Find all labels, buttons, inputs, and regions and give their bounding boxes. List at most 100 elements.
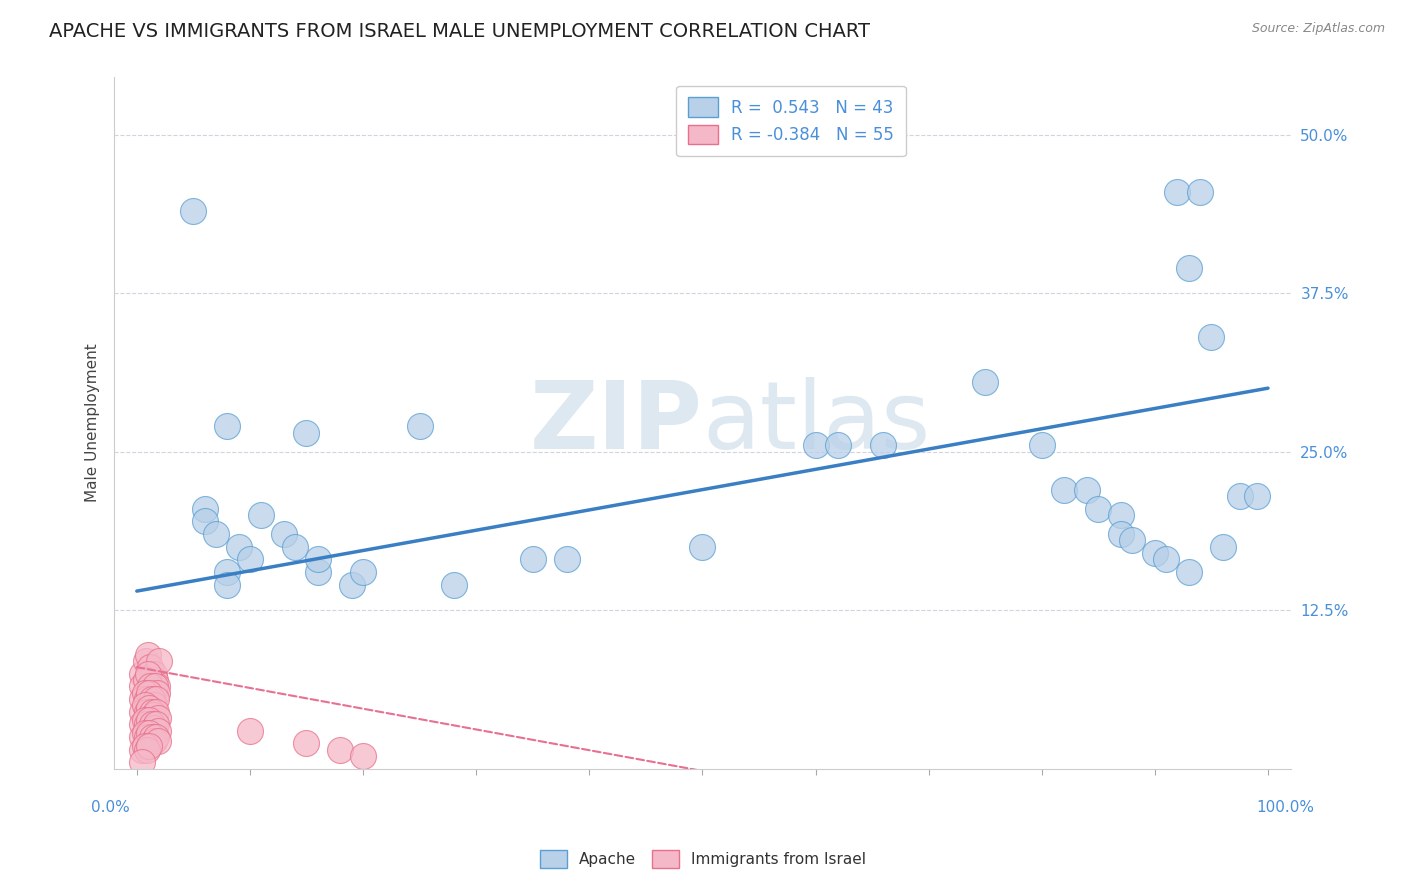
Point xyxy=(352,565,374,579)
Point xyxy=(217,419,239,434)
Point xyxy=(307,552,329,566)
Point xyxy=(352,748,374,763)
Point xyxy=(143,673,166,687)
Point xyxy=(135,654,157,668)
Point xyxy=(139,679,162,693)
Point xyxy=(145,717,167,731)
Point xyxy=(408,419,430,434)
Point xyxy=(141,692,163,706)
Point xyxy=(136,730,159,744)
Point xyxy=(138,700,160,714)
Point xyxy=(141,705,163,719)
Point xyxy=(307,565,329,579)
Text: Source: ZipAtlas.com: Source: ZipAtlas.com xyxy=(1251,22,1385,36)
Point xyxy=(131,756,153,770)
Legend: R =  0.543   N = 43, R = -0.384   N = 55: R = 0.543 N = 43, R = -0.384 N = 55 xyxy=(676,86,905,156)
Point xyxy=(131,742,153,756)
Text: atlas: atlas xyxy=(703,377,931,469)
Point xyxy=(131,730,153,744)
Point xyxy=(1166,185,1188,199)
Point xyxy=(239,552,262,566)
Point xyxy=(136,742,159,756)
Point xyxy=(217,565,239,579)
Point xyxy=(217,578,239,592)
Point xyxy=(1189,185,1212,199)
Point xyxy=(295,736,318,750)
Point xyxy=(692,540,714,554)
Point xyxy=(131,717,153,731)
Point xyxy=(145,705,167,719)
Point xyxy=(136,717,159,731)
Point xyxy=(142,721,165,735)
Point xyxy=(239,723,262,738)
Point xyxy=(1178,565,1201,579)
Point xyxy=(139,660,162,674)
Text: ZIP: ZIP xyxy=(530,377,703,469)
Point xyxy=(136,648,159,662)
Point xyxy=(148,654,170,668)
Point xyxy=(974,375,997,389)
Point xyxy=(138,714,160,728)
Point xyxy=(131,666,153,681)
Point xyxy=(138,739,160,753)
Point xyxy=(194,501,217,516)
Point xyxy=(142,733,165,747)
Point xyxy=(1076,483,1098,497)
Point xyxy=(131,692,153,706)
Point xyxy=(134,714,156,728)
Point xyxy=(148,711,170,725)
Point xyxy=(136,692,159,706)
Text: APACHE VS IMMIGRANTS FROM ISRAEL MALE UNEMPLOYMENT CORRELATION CHART: APACHE VS IMMIGRANTS FROM ISRAEL MALE UN… xyxy=(49,22,870,41)
Point xyxy=(146,679,169,693)
Legend: Apache, Immigrants from Israel: Apache, Immigrants from Israel xyxy=(531,843,875,875)
Point xyxy=(1201,330,1223,344)
Point xyxy=(1109,508,1132,522)
Point xyxy=(145,730,167,744)
Point xyxy=(136,705,159,719)
Point xyxy=(340,578,363,592)
Point xyxy=(1053,483,1076,497)
Point xyxy=(134,698,156,713)
Point xyxy=(273,527,295,541)
Point xyxy=(827,438,849,452)
Point xyxy=(1154,552,1177,566)
Point xyxy=(134,685,156,699)
Point xyxy=(142,666,165,681)
Point xyxy=(804,438,827,452)
Point xyxy=(183,203,205,218)
Point xyxy=(250,508,273,522)
Point xyxy=(142,708,165,723)
Point xyxy=(145,692,167,706)
Point xyxy=(1087,501,1109,516)
Point xyxy=(1212,540,1234,554)
Point xyxy=(872,438,894,452)
Point xyxy=(1031,438,1053,452)
Point xyxy=(138,726,160,740)
Point xyxy=(136,666,159,681)
Point xyxy=(134,739,156,753)
Point xyxy=(1109,527,1132,541)
Point xyxy=(141,717,163,731)
Point xyxy=(205,527,228,541)
Point xyxy=(1178,260,1201,275)
Point xyxy=(148,723,170,738)
Point xyxy=(522,552,544,566)
Text: 0.0%: 0.0% xyxy=(90,800,129,814)
Point xyxy=(1246,489,1268,503)
Point xyxy=(329,742,352,756)
Point xyxy=(555,552,578,566)
Point xyxy=(1229,489,1251,503)
Text: 100.0%: 100.0% xyxy=(1256,800,1315,814)
Point xyxy=(141,730,163,744)
Point xyxy=(131,705,153,719)
Point xyxy=(443,578,465,592)
Point xyxy=(138,685,160,699)
Y-axis label: Male Unemployment: Male Unemployment xyxy=(86,343,100,502)
Point xyxy=(146,685,169,699)
Point xyxy=(1121,533,1143,548)
Point xyxy=(1143,546,1166,560)
Point xyxy=(295,425,318,440)
Point xyxy=(134,726,156,740)
Point xyxy=(135,673,157,687)
Point xyxy=(148,733,170,747)
